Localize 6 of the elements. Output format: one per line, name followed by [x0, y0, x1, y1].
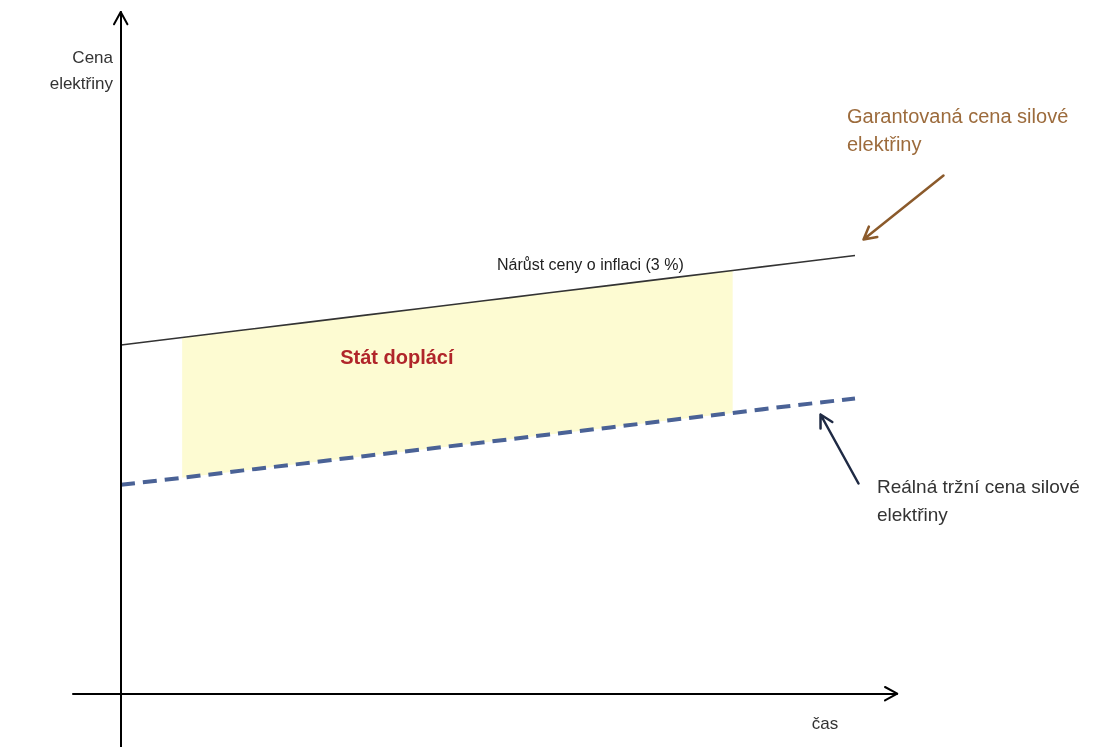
annotation: Nárůst ceny o inflaci (3 %): [496, 255, 684, 273]
annotation: Stát doplácí: [340, 345, 455, 368]
text: Garantovaná cena silové elektřiny: [847, 105, 1069, 156]
text: Cena elektřiny: [49, 48, 114, 94]
text: Reálná tržní cena silové elektřiny: [877, 476, 1080, 526]
x-axis-title: čas: [811, 714, 839, 734]
